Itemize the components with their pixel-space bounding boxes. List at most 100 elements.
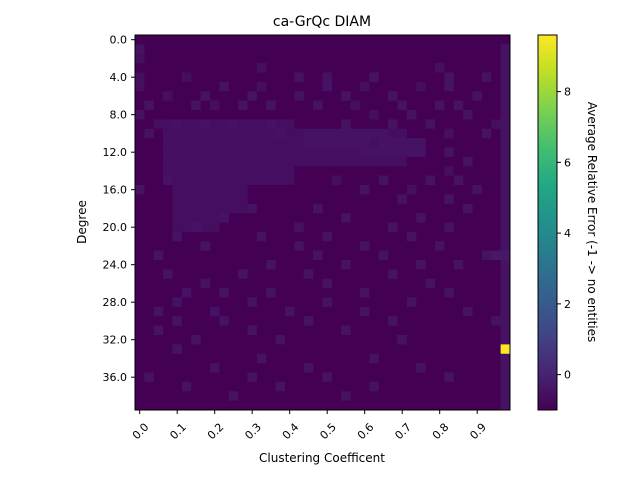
heatmap-cell bbox=[191, 222, 201, 233]
heatmap-cell bbox=[210, 269, 220, 280]
heatmap-cell bbox=[135, 175, 145, 186]
heatmap-cell bbox=[275, 288, 286, 298]
heatmap-cell bbox=[172, 63, 183, 73]
heatmap-cell bbox=[331, 119, 342, 130]
heatmap-cell bbox=[313, 175, 323, 186]
heatmap-cell bbox=[163, 128, 173, 139]
heatmap-cell bbox=[322, 353, 333, 364]
heatmap-cell bbox=[144, 250, 155, 261]
heatmap-cell bbox=[294, 297, 305, 308]
heatmap-cell bbox=[341, 100, 351, 111]
heatmap-cell bbox=[341, 297, 351, 308]
heatmap-cell bbox=[210, 335, 220, 345]
heatmap-cell bbox=[181, 353, 192, 364]
heatmap-cell bbox=[285, 119, 295, 130]
heatmap-cell bbox=[247, 231, 258, 242]
heatmap-cell bbox=[453, 325, 464, 336]
heatmap-cell bbox=[416, 278, 426, 289]
heatmap-cell bbox=[378, 288, 389, 298]
heatmap-cell bbox=[153, 175, 164, 186]
heatmap-cell bbox=[481, 316, 492, 326]
heatmap-cell bbox=[266, 400, 276, 411]
heatmap-cell bbox=[481, 128, 492, 139]
heatmap-cell bbox=[369, 91, 380, 101]
heatmap-cell bbox=[256, 372, 267, 383]
heatmap-cell bbox=[238, 185, 248, 195]
heatmap-cell bbox=[247, 325, 258, 336]
y-tick-label: 4.0 bbox=[110, 71, 128, 84]
heatmap-cell bbox=[285, 194, 295, 205]
heatmap-cell bbox=[444, 156, 455, 167]
heatmap-cell bbox=[444, 278, 455, 289]
heatmap-cell bbox=[341, 363, 351, 373]
heatmap-cell bbox=[453, 147, 464, 158]
heatmap-cell bbox=[228, 222, 239, 233]
heatmap-cell bbox=[425, 269, 436, 280]
heatmap-cell bbox=[191, 353, 201, 364]
heatmap-cell bbox=[313, 119, 323, 130]
heatmap-cell bbox=[416, 194, 426, 205]
heatmap-cell bbox=[191, 335, 201, 345]
heatmap-cell bbox=[360, 297, 370, 308]
heatmap-cell bbox=[406, 100, 417, 111]
heatmap-cell bbox=[500, 194, 511, 205]
heatmap-cell bbox=[303, 185, 314, 195]
heatmap-cell bbox=[210, 138, 220, 148]
heatmap-cell bbox=[491, 72, 501, 83]
heatmap-cell bbox=[153, 278, 164, 289]
heatmap-cell bbox=[172, 138, 183, 148]
heatmap-cell bbox=[238, 194, 248, 205]
heatmap-cell bbox=[500, 344, 511, 355]
heatmap-cell bbox=[219, 203, 230, 214]
heatmap-cell bbox=[397, 185, 408, 195]
heatmap-cell bbox=[425, 222, 436, 233]
heatmap-cell bbox=[481, 138, 492, 148]
heatmap-cell bbox=[294, 185, 305, 195]
heatmap-cell bbox=[453, 35, 464, 45]
heatmap-cell bbox=[435, 81, 445, 92]
heatmap-cell bbox=[416, 297, 426, 308]
heatmap-cell bbox=[500, 110, 511, 120]
heatmap-cell bbox=[153, 156, 164, 167]
heatmap-cell bbox=[388, 363, 398, 373]
heatmap-cell bbox=[378, 185, 389, 195]
heatmap-cell bbox=[406, 166, 417, 176]
heatmap-cell bbox=[378, 156, 389, 167]
heatmap-cell bbox=[200, 166, 211, 176]
heatmap-cell bbox=[266, 128, 276, 139]
heatmap-cell bbox=[144, 400, 155, 411]
heatmap-cell bbox=[416, 363, 426, 373]
heatmap-cell bbox=[238, 110, 248, 120]
heatmap-cell bbox=[453, 53, 464, 64]
heatmap-cell bbox=[153, 241, 164, 251]
heatmap-cell bbox=[378, 222, 389, 233]
heatmap-cell bbox=[378, 316, 389, 326]
heatmap-cell bbox=[247, 63, 258, 73]
heatmap-cell bbox=[360, 91, 370, 101]
heatmap-cell bbox=[153, 185, 164, 195]
heatmap-cell bbox=[219, 91, 230, 101]
heatmap-cell bbox=[200, 231, 211, 242]
heatmap-cell bbox=[266, 297, 276, 308]
heatmap-cell bbox=[341, 400, 351, 411]
heatmap-cell bbox=[191, 363, 201, 373]
heatmap-cell bbox=[369, 344, 380, 355]
heatmap-cell bbox=[425, 166, 436, 176]
heatmap-cell bbox=[163, 156, 173, 167]
heatmap-cell bbox=[378, 241, 389, 251]
heatmap-cell bbox=[435, 213, 445, 223]
heatmap-cell bbox=[219, 344, 230, 355]
heatmap-cell bbox=[256, 231, 267, 242]
heatmap-cell bbox=[219, 185, 230, 195]
heatmap-cell bbox=[378, 128, 389, 139]
heatmap-cell bbox=[378, 250, 389, 261]
heatmap-cell bbox=[406, 278, 417, 289]
heatmap-cell bbox=[369, 278, 380, 289]
heatmap-cell bbox=[350, 110, 361, 120]
heatmap-cell bbox=[210, 100, 220, 111]
heatmap-cell bbox=[425, 63, 436, 73]
heatmap-cell bbox=[481, 35, 492, 45]
heatmap-cell bbox=[435, 372, 445, 383]
heatmap-cell bbox=[491, 119, 501, 130]
heatmap-cell bbox=[247, 175, 258, 186]
